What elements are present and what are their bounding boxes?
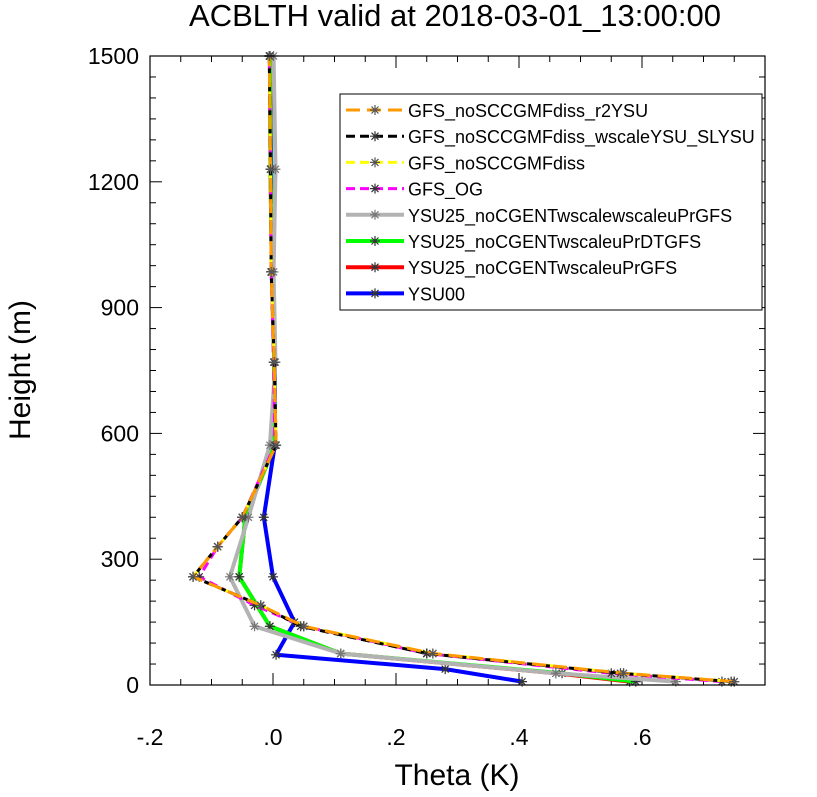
legend-marker: [370, 209, 380, 220]
legend-item: GFS_OG: [346, 180, 483, 201]
x-tick-label: .0: [263, 724, 282, 750]
data-point: [440, 664, 451, 675]
data-point: [630, 676, 641, 687]
data-point: [212, 541, 223, 552]
data-point: [249, 600, 260, 611]
data-point: [234, 571, 245, 582]
data-point: [188, 571, 199, 582]
legend-item: YSU25_noCGENTwscalewscaleuPrGFS: [346, 206, 732, 227]
legend-label: YSU25_noCGENTwscaleuPrGFS: [408, 258, 677, 279]
legend-marker: [370, 105, 380, 115]
legend-label: YSU25_noCGENTwscaleuPrDTGFS: [408, 232, 701, 253]
data-point: [224, 571, 235, 582]
data-point: [427, 648, 438, 659]
y-tick-label: 300: [101, 546, 139, 572]
legend-label: GFS_OG: [408, 180, 483, 201]
x-tick-label: .6: [632, 724, 651, 750]
legend-item: YSU25_noCGENTwscaleuPrDTGFS: [346, 232, 701, 253]
legend-item: GFS_noSCCGMFdiss_r2YSU: [346, 101, 648, 122]
x-axis-label: Theta (K): [394, 759, 519, 792]
legend-marker: [370, 288, 380, 299]
series-1: [188, 51, 740, 687]
data-point: [268, 571, 278, 582]
data-point: [729, 676, 740, 687]
data-point: [249, 621, 260, 632]
y-tick-label: 1200: [88, 169, 139, 195]
x-tick-label: .2: [386, 724, 405, 750]
data-point: [243, 512, 254, 523]
legend-item: GFS_noSCCGMFdiss: [346, 153, 585, 174]
legend-marker: [370, 131, 380, 142]
legend-label: YSU25_noCGENTwscalewscaleuPrGFS: [408, 206, 732, 227]
legend-label: GFS_noSCCGMFdiss: [408, 153, 585, 174]
data-point: [237, 512, 248, 523]
data-point: [271, 649, 282, 660]
data-point: [618, 668, 629, 679]
legend-marker: [370, 157, 380, 168]
legend-item: YSU25_noCGENTwscaleuPrGFS: [346, 258, 677, 279]
x-tick-label: .4: [509, 724, 528, 750]
legend-box: [339, 93, 763, 311]
data-point: [265, 164, 276, 175]
y-tick-label: 900: [101, 295, 139, 321]
data-point: [298, 621, 309, 632]
data-point: [335, 648, 346, 659]
y-tick-label: 0: [126, 672, 139, 698]
plot-frame: [149, 55, 766, 686]
chart-title: ACBLTH valid at 2018-03-01_13:00:00: [189, 0, 721, 33]
data-point: [258, 512, 269, 523]
y-axis-label: Height (m): [4, 300, 37, 440]
legend-item: GFS_noSCCGMFdiss_wscaleYSU_SLYSU: [346, 127, 755, 148]
tick-labels: -.2 .0 .2 .4 .6 0 300 600 900 1200 1500: [88, 43, 652, 750]
data-point: [266, 266, 277, 277]
legend: GFS_noSCCGMFdiss_r2YSU GFS_noSCCGMFdiss_w…: [339, 93, 763, 311]
data-point: [269, 357, 280, 368]
data-point: [550, 668, 561, 679]
series-layer: [188, 51, 740, 687]
x-tick-label: -.2: [137, 724, 164, 750]
y-tick-label: 1500: [88, 43, 139, 69]
data-point: [670, 676, 681, 687]
data-point: [517, 676, 528, 687]
data-point: [264, 621, 275, 632]
legend-marker: [370, 262, 380, 273]
data-point: [271, 440, 282, 451]
legend-item: YSU00: [346, 284, 465, 304]
legend-label: GFS_noSCCGMFdiss_wscaleYSU_SLYSU: [408, 127, 755, 148]
legend-label: GFS_noSCCGMFdiss_r2YSU: [408, 101, 648, 122]
data-point: [421, 648, 432, 659]
data-point: [194, 571, 205, 582]
legend-marker: [370, 236, 380, 246]
y-tick-label: 600: [101, 420, 139, 446]
legend-marker: [370, 183, 380, 194]
legend-label: YSU00: [408, 284, 465, 304]
data-point: [255, 600, 266, 611]
